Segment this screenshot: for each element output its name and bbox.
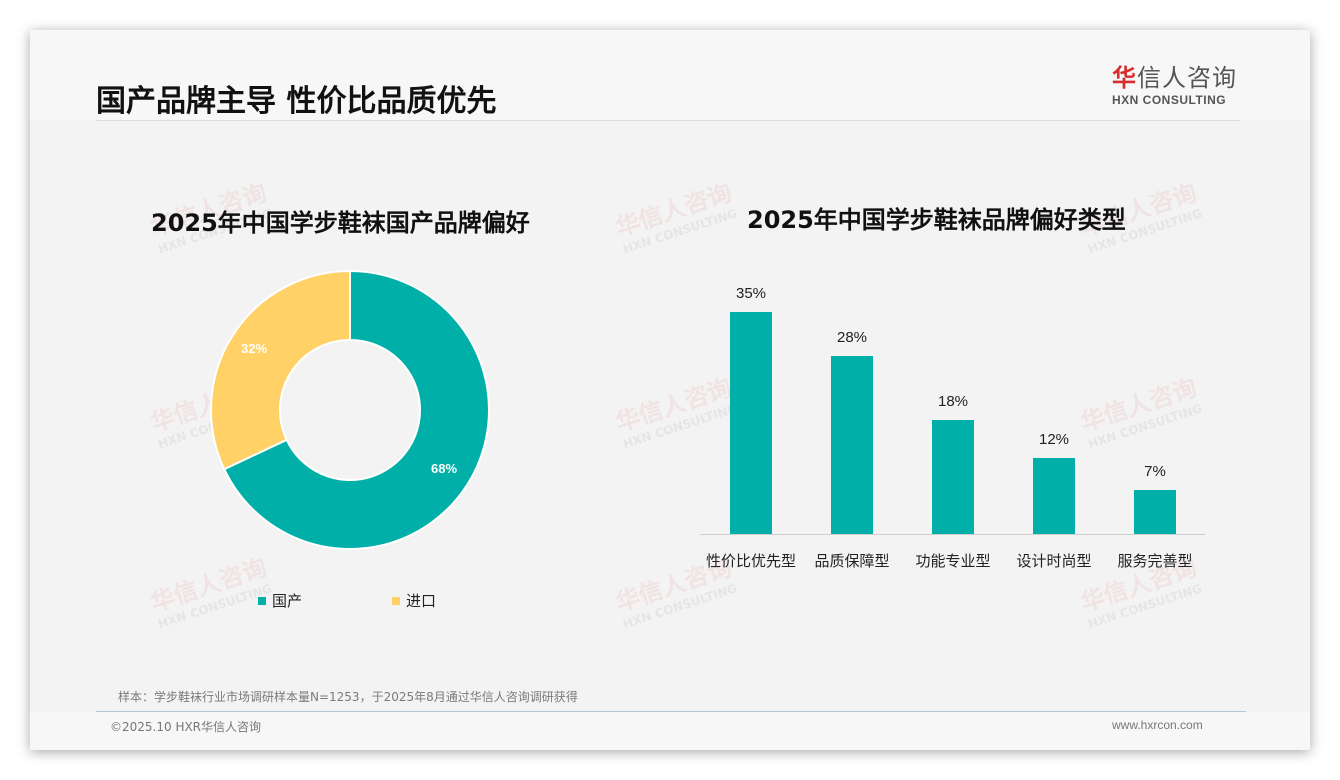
bar-value-label: 7% (1144, 462, 1166, 480)
bar (1033, 457, 1075, 534)
legend-label: 国产 (272, 593, 303, 610)
legend-swatch-teal (258, 596, 266, 605)
donut-slice (222, 269, 490, 550)
donut-chart: 68% 32% (210, 269, 490, 550)
legend-label: 进口 (406, 593, 437, 610)
sample-note: 样本：学步鞋袜行业市场调研样本量N=1253，于2025年8月通过华信人咨询调研… (118, 690, 578, 704)
bar (932, 419, 974, 534)
brand-logo: 华信人咨询 HXN CONSULTING (1112, 64, 1242, 107)
bar-category-label: 品质保障型 (814, 552, 890, 570)
bar (1134, 489, 1176, 534)
bar (730, 312, 772, 534)
website-link[interactable]: www.hxrcon.com (1112, 718, 1203, 732)
legend-item-domestic: 国产 (258, 590, 302, 611)
donut-chart-title: 2025年中国学步鞋袜国产品牌偏好 (151, 209, 530, 237)
bar-category-label: 功能专业型 (915, 552, 991, 570)
header-band (30, 30, 1310, 120)
bar-value-label: 12% (1038, 430, 1070, 448)
logo-cn-rest: 信人咨询 (1137, 64, 1237, 92)
bar-category-label: 设计时尚型 (1016, 552, 1092, 570)
bar-value-label: 35% (735, 285, 767, 302)
x-axis-baseline (700, 534, 1205, 535)
copyright: ©2025.10 HXR华信人咨询 (110, 720, 262, 734)
donut-label-domestic: 68% (430, 461, 458, 477)
logo-en: HXN CONSULTING (1112, 93, 1227, 107)
logo-cn-first: 华 (1112, 64, 1137, 92)
bar-category-label: 服务完善型 (1117, 552, 1193, 570)
bar (831, 356, 873, 534)
legend-item-import: 进口 (392, 590, 436, 611)
donut-label-import: 32% (241, 340, 268, 356)
header-divider (96, 120, 1240, 121)
bar-value-label: 18% (937, 392, 969, 410)
bar-value-label: 28% (836, 329, 868, 347)
donut-slice (210, 269, 351, 471)
page-title: 国产品牌主导 性价比品质优先 (96, 84, 497, 119)
bar-category-label: 性价比优先型 (705, 552, 796, 570)
footer-band (30, 712, 1310, 750)
slide: 国产品牌主导 性价比品质优先 华信人咨询 HXN CONSULTING 华信人咨… (30, 30, 1310, 750)
legend-swatch-yellow (392, 596, 400, 605)
footer-divider (96, 711, 1246, 712)
bar-chart-title: 2025年中国学步鞋袜品牌偏好类型 (747, 206, 1126, 234)
donut-svg (210, 269, 490, 550)
